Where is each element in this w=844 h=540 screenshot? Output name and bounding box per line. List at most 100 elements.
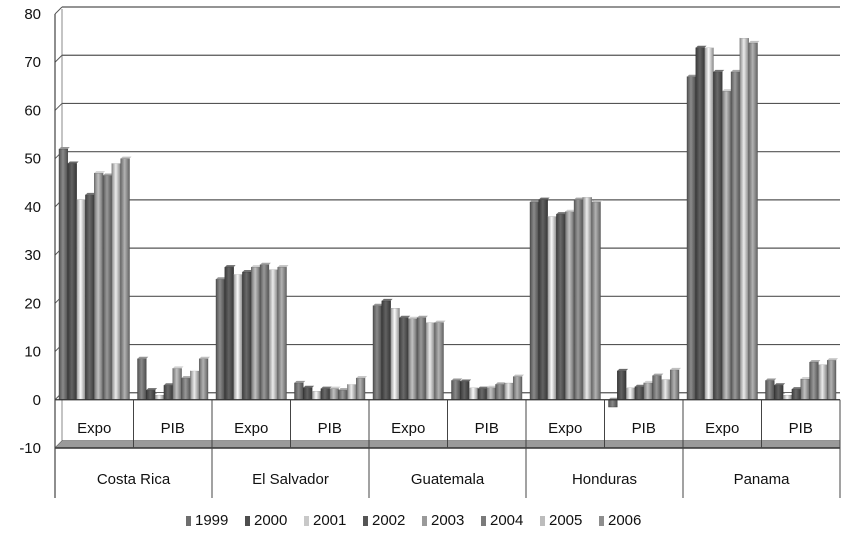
bar-top-2005	[661, 377, 673, 380]
bar-2002	[163, 385, 173, 400]
bar-2000	[538, 199, 548, 400]
bar-top-2000	[224, 265, 236, 268]
y-axis-ticks: -10 0 10 20 30 40 50 60 70 80	[19, 6, 41, 457]
bar-top-1999	[451, 378, 463, 381]
bar-2004	[259, 264, 270, 400]
legend-swatch-2006	[599, 516, 604, 526]
sub-category-label: Expo	[705, 420, 739, 437]
bar-2003	[800, 378, 810, 400]
bar-2004	[573, 199, 584, 400]
bar-top-2001	[233, 272, 245, 275]
bar-top-1999	[373, 303, 384, 306]
bar-1999	[451, 380, 461, 400]
bar-2002	[556, 213, 566, 400]
bar-top-2001	[155, 392, 166, 395]
gridline-depth	[54, 103, 63, 111]
bar-2004	[102, 175, 113, 400]
bar-top-2004	[103, 173, 114, 176]
sub-category-label: Expo	[548, 420, 582, 437]
bar-top-2002	[634, 384, 646, 387]
bar-2002	[713, 71, 723, 400]
bar-2002	[477, 388, 487, 400]
bar-2000	[146, 389, 156, 400]
bar-1999	[58, 148, 69, 400]
bar-top-2006	[199, 356, 210, 359]
bar-top-1999	[137, 356, 149, 359]
bar-top-2005	[818, 362, 830, 365]
bar-2001	[782, 394, 793, 400]
bar-2005	[504, 382, 514, 400]
bar-top-2002	[477, 386, 489, 389]
legend-swatch-2002	[363, 516, 368, 526]
y-tick-label: 40	[24, 199, 41, 216]
bar-top-1999	[765, 378, 777, 381]
sub-category-label: Expo	[77, 420, 111, 437]
bar-top-2001	[469, 385, 480, 388]
bar-top-2005	[190, 368, 202, 371]
sub-category-label: PIB	[632, 420, 656, 437]
bar-top-2002	[399, 315, 411, 318]
bar-top-2002	[556, 212, 568, 215]
bar-top-2000	[774, 383, 786, 386]
gridline-depth	[54, 54, 63, 63]
bar-2005	[818, 364, 828, 400]
bar-top-1999	[294, 380, 306, 383]
bar-2005	[425, 322, 435, 400]
bar-2005	[661, 379, 671, 400]
bar-top-2004	[809, 360, 821, 363]
bar-top-2006	[748, 40, 760, 43]
legend-swatch-2005	[540, 516, 545, 526]
bar-2004	[652, 375, 662, 400]
bar-2000	[224, 266, 234, 400]
bar-top-2005	[582, 195, 594, 198]
y-tick-label: 30	[24, 247, 41, 264]
legend-label-2000: 2000	[254, 512, 287, 529]
bar-top-2002	[791, 387, 803, 390]
bar-2001	[233, 274, 243, 400]
group-label: Honduras	[572, 471, 637, 488]
bar-top-2002	[320, 386, 332, 389]
bar-2006	[512, 376, 523, 400]
group-label: El Salvador	[252, 471, 329, 488]
bar-top-2005	[739, 36, 751, 39]
legend: 1999 2000 2001 2002 2003 2004 2005 2006	[186, 512, 641, 529]
bar-1999	[294, 382, 304, 400]
bar-2001	[468, 387, 479, 400]
bar-top-2003	[408, 316, 420, 319]
bar-2000	[303, 387, 313, 400]
bar-2001	[311, 390, 322, 400]
bar-top-2006	[120, 156, 132, 159]
bar-2006	[826, 360, 837, 400]
legend-swatch-2000	[245, 516, 250, 526]
bar-2003	[486, 387, 496, 400]
bar-top-2003	[565, 209, 577, 212]
bar-2002	[242, 271, 252, 400]
bar-top-2001	[626, 385, 637, 388]
y-tick-label: -10	[19, 440, 41, 457]
bar-2000	[381, 300, 391, 400]
bar-top-2000	[695, 45, 707, 48]
bar-top-2003	[251, 265, 263, 268]
bar-top-2004	[495, 382, 507, 385]
bar-top-1999	[687, 74, 698, 77]
legend-label-1999: 1999	[195, 512, 228, 529]
bar-top-2003	[800, 377, 812, 380]
bar-2003	[94, 172, 104, 400]
bar-top-2001	[390, 306, 402, 309]
bar-2006	[277, 266, 287, 400]
bar-top-2003	[643, 380, 655, 383]
bar-2005	[268, 269, 278, 400]
bar-1999	[137, 358, 147, 400]
bar-2004	[809, 361, 819, 400]
bar-top-2005	[347, 382, 359, 385]
bar-2004	[181, 377, 191, 400]
bar-2000	[695, 47, 705, 400]
y-tick-label: 60	[24, 102, 41, 119]
bar-2006	[120, 158, 130, 400]
bar-1999	[608, 399, 618, 408]
bar-2005	[190, 370, 200, 400]
bar-top-1999	[59, 147, 70, 150]
bar-2004	[338, 389, 348, 400]
sub-category-label: PIB	[318, 420, 342, 437]
bar-top-2001	[76, 197, 88, 200]
